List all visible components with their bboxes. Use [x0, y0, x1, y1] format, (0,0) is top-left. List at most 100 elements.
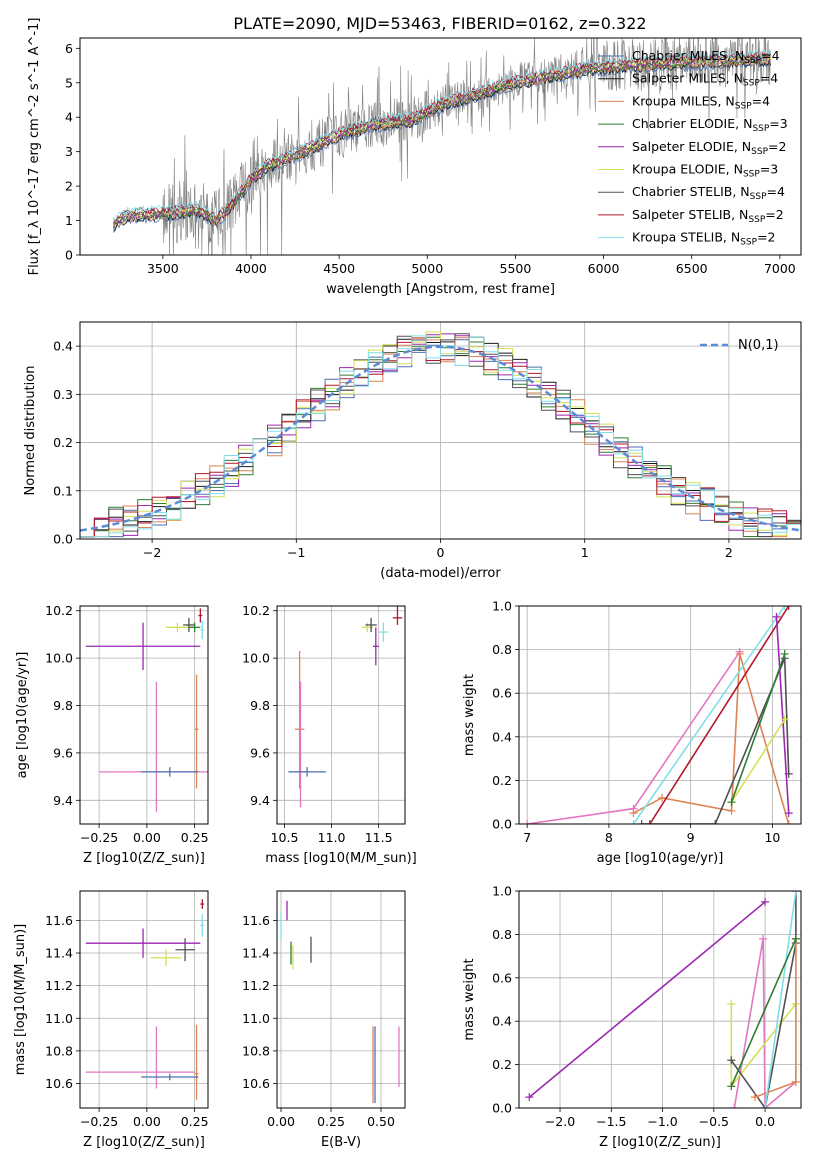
weight-marker	[780, 649, 789, 658]
x-tick-label: 11.0	[318, 830, 346, 845]
plot-area	[280, 900, 400, 1104]
y-tick-label: 11.0	[242, 1011, 270, 1026]
weight-line	[730, 653, 786, 803]
weight-line	[775, 616, 790, 814]
x-tick-label: 0.00	[133, 1114, 161, 1129]
grid	[277, 891, 405, 1108]
grid	[80, 606, 208, 824]
legend-label: Kroupa ELODIE, NSSP=3	[632, 162, 778, 180]
panel-mass_vs_EBV: 0.00 0.25 0.50 10.6 10.8 11.0 11.2 11.4 11.6 E(B-…	[242, 890, 406, 1150]
x-tick-label: 2	[725, 545, 733, 560]
y-axis-label: Normed distribution	[23, 366, 38, 496]
weight-line	[527, 651, 741, 824]
legend-subscript: SSP	[743, 170, 760, 180]
y-tick-label: 9.8	[250, 698, 270, 713]
y-tick-label: 9.4	[250, 793, 270, 808]
y-tick-label: 0.0	[492, 1101, 512, 1116]
weight-marker	[761, 897, 770, 906]
x-axis-label: (data-model)/error	[380, 566, 501, 581]
weight-marker	[784, 606, 793, 610]
x-tick-label: −0.25	[80, 1114, 118, 1129]
x-tick-label: 0.0	[755, 1114, 775, 1129]
y-tick-label: 0.4	[53, 339, 73, 354]
y-tick-label: 1.0	[492, 884, 512, 899]
legend-count: =4	[752, 93, 770, 108]
legend-count: =4	[760, 71, 778, 86]
plot-area	[80, 331, 801, 538]
x-axis-label: Z [log10(Z/Z_sun)]	[83, 1135, 205, 1150]
x-tick-label: 5000	[411, 261, 443, 276]
x-tick-label: 6500	[676, 261, 708, 276]
x-tick-label: 0.25	[181, 1114, 209, 1129]
weight-line	[764, 891, 797, 1108]
y-tick-label: 4	[65, 110, 73, 125]
weight-marker	[525, 1093, 534, 1102]
weight-marker	[730, 1104, 739, 1108]
y-tick-label: 0.0	[53, 532, 73, 547]
y-tick-label: 1	[65, 213, 73, 228]
x-tick-label: 4500	[323, 261, 355, 276]
y-tick-label: 9.6	[250, 745, 270, 760]
plot-area	[523, 606, 793, 824]
x-tick-label: 0.25	[317, 1114, 345, 1129]
grid	[519, 605, 801, 825]
legend-label: Salpeter ELODIE, NSSP=2	[632, 139, 786, 157]
weight-marker	[645, 820, 654, 824]
model-spectrum	[113, 58, 772, 230]
legend-subscript: SSP	[740, 238, 757, 248]
legend-count: =4	[761, 48, 779, 63]
y-tick-label: 2	[65, 179, 73, 194]
y-tick-label: 10.6	[242, 1076, 270, 1091]
x-tick-label: 0.25	[181, 830, 209, 845]
normal-curve	[80, 345, 801, 532]
x-tick-label: −2	[143, 545, 161, 560]
weight-marker	[629, 809, 638, 818]
legend-label: Salpeter MILES, NSSP=4	[632, 71, 778, 89]
y-tick-label: 1.0	[492, 599, 512, 614]
y-axis-label: mass weight	[462, 958, 477, 1040]
weight-marker	[759, 934, 768, 943]
y-tick-label: 11.0	[45, 1011, 73, 1026]
x-axis-label: E(B-V)	[321, 1135, 361, 1150]
figure-title: PLATE=2090, MJD=53463, FIBERID=0162, z=0…	[233, 14, 646, 33]
weight-marker	[637, 820, 646, 824]
legend-label: Chabrier ELODIE, NSSP=3	[632, 116, 788, 134]
y-tick-label: 10.2	[45, 603, 73, 618]
legend-count: =3	[760, 162, 778, 177]
y-tick-label: 11.6	[242, 913, 270, 928]
weight-marker	[629, 820, 638, 824]
weight-marker	[791, 1077, 800, 1086]
weight-line	[632, 606, 786, 824]
legend-subscript: SSP	[748, 215, 765, 225]
weight-marker	[727, 806, 736, 815]
y-axis-label: mass [log10(M/M_sun)]	[13, 924, 28, 1076]
y-tick-label: 10.8	[242, 1043, 270, 1058]
axes-frame	[276, 890, 406, 1109]
legend-count: =2	[757, 230, 775, 245]
y-tick-label: 10.0	[242, 651, 270, 666]
x-tick-label: 11.5	[365, 830, 393, 845]
panel-spectrum: 3500 4000 4500 5000 5500 6000 6500 7000 0 1 2 3 4 5 6 w…	[27, 18, 802, 297]
panels: 3500 4000 4500 5000 5500 6000 6500 7000 0 1 2 3 4 5 6 w…	[13, 18, 802, 1150]
plot-area	[85, 899, 205, 1100]
y-tick-label: 0.8	[492, 927, 512, 942]
x-tick-label: 0.00	[133, 830, 161, 845]
x-tick-label: 7000	[764, 261, 796, 276]
x-axis-label: Z [log10(Z/Z_sun)]	[599, 1135, 721, 1150]
y-tick-label: 11.4	[242, 946, 270, 961]
y-tick-label: 0.4	[492, 1014, 512, 1029]
x-tick-label: 10.5	[271, 830, 299, 845]
x-tick-label: 0.50	[367, 1114, 395, 1129]
observed-spectrum	[113, 38, 772, 255]
model-spectrum	[113, 49, 772, 222]
x-tick-label: 8	[605, 830, 613, 845]
axes-frame	[79, 37, 802, 256]
y-tick-label: 9.4	[53, 793, 73, 808]
legend-label: Kroupa MILES, NSSP=4	[632, 93, 770, 111]
weight-marker	[761, 1104, 770, 1108]
y-tick-label: 10.2	[242, 603, 270, 618]
y-tick-label: 0.6	[492, 970, 512, 985]
weight-line	[528, 901, 766, 1098]
weight-marker	[727, 798, 736, 807]
